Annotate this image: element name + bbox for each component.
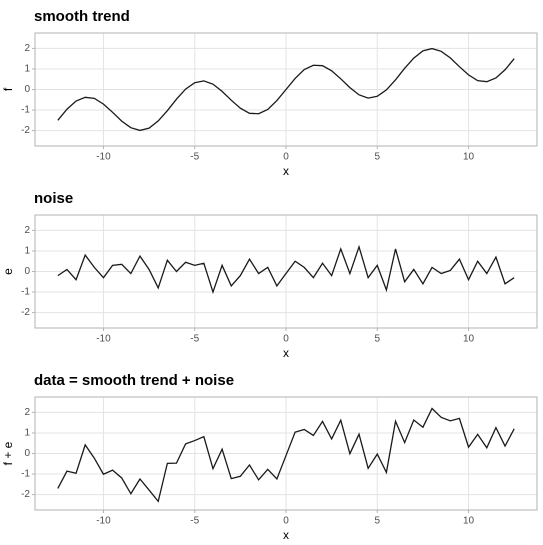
x-tick-label: 5 [374,516,380,527]
y-axis-label: f + e [1,441,15,465]
panel-title: smooth trend [34,8,130,25]
y-tick-label: -2 [21,307,30,318]
line [57,407,515,503]
y-tick-label: 0 [24,84,30,95]
panel-title: noise [34,190,73,207]
x-tick-label: -10 [96,152,111,163]
y-tick-label: 1 [24,64,30,75]
x-tick-label: -5 [190,152,199,163]
y-tick-label: 0 [24,266,30,277]
x-tick-label: 0 [283,516,289,527]
x-tick-label: 10 [463,152,475,163]
y-tick-label: -1 [21,469,30,480]
y-tick-label: 2 [24,225,30,236]
y-tick-label: -2 [21,125,30,136]
x-axis-label: x [283,528,289,542]
y-tick-label: 2 [24,407,30,418]
x-tick-label: -10 [96,516,111,527]
y-tick-label: -2 [21,489,30,500]
y-tick-label: 1 [24,428,30,439]
x-tick-label: 5 [374,152,380,163]
y-axis-label: e [1,268,15,275]
y-tick-label: 2 [24,43,30,54]
line [57,47,515,132]
x-axis-label: x [283,346,289,360]
y-tick-label: 0 [24,448,30,459]
x-tick-label: 0 [283,334,289,345]
panel-title: data = smooth trend + noise [34,372,234,389]
y-axis-label: f [1,87,15,91]
x-tick-label: 10 [463,516,475,527]
line [57,244,515,295]
x-tick-label: -5 [190,334,199,345]
plot-border [34,214,538,329]
x-tick-label: 5 [374,334,380,345]
x-tick-label: 0 [283,152,289,163]
y-tick-label: -1 [21,105,30,116]
y-tick-label: 1 [24,246,30,257]
plot-border [34,396,538,511]
y-tick-label: -1 [21,287,30,298]
plot-border [34,32,538,147]
x-tick-label: -10 [96,334,111,345]
x-axis-label: x [283,164,289,178]
x-tick-label: -5 [190,516,199,527]
x-tick-label: 10 [463,334,475,345]
